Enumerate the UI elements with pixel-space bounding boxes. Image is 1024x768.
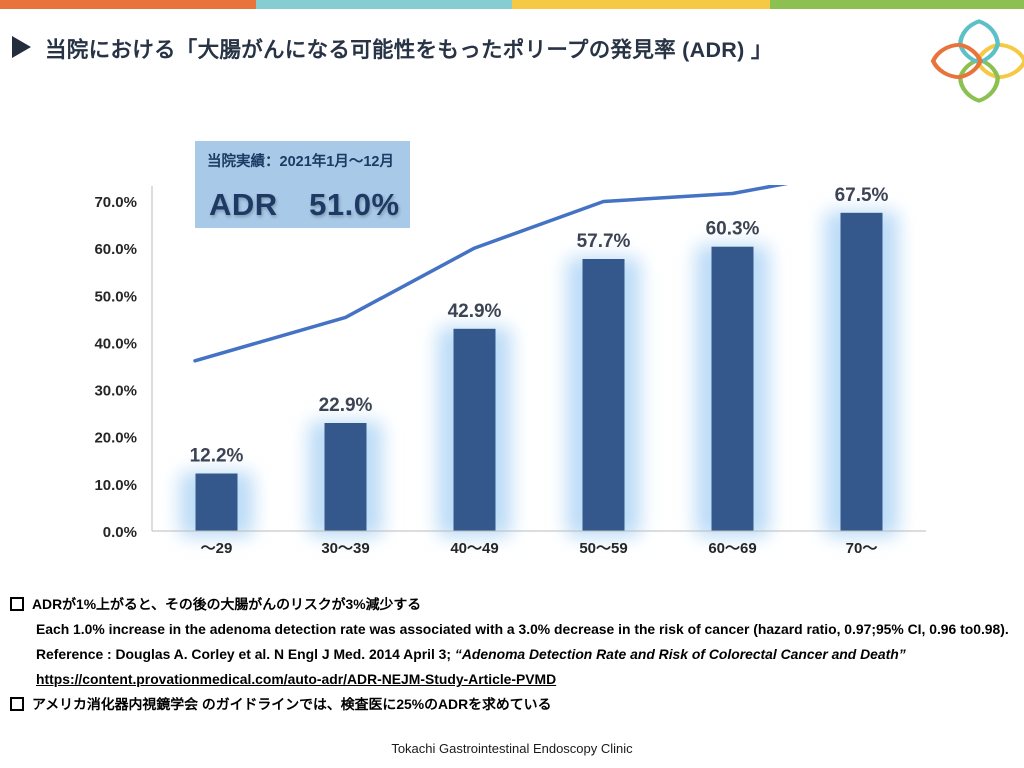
svg-text:67.5%: 67.5% bbox=[835, 185, 889, 206]
svg-text:42.9%: 42.9% bbox=[448, 301, 502, 322]
svg-text:0.0%: 0.0% bbox=[103, 524, 137, 541]
svg-text:12.2%: 12.2% bbox=[190, 446, 244, 467]
svg-text:30〜39: 30〜39 bbox=[321, 540, 369, 557]
svg-text:〜29: 〜29 bbox=[201, 540, 233, 557]
svg-text:40.0%: 40.0% bbox=[94, 335, 137, 352]
svg-text:10.0%: 10.0% bbox=[94, 477, 137, 494]
svg-text:30.0%: 30.0% bbox=[94, 383, 137, 400]
svg-text:20.0%: 20.0% bbox=[94, 430, 137, 447]
svg-text:22.9%: 22.9% bbox=[319, 395, 373, 416]
svg-text:60.3%: 60.3% bbox=[706, 219, 760, 240]
svg-text:40〜49: 40〜49 bbox=[450, 540, 498, 557]
svg-text:60.0%: 60.0% bbox=[94, 241, 137, 258]
svg-text:70〜: 70〜 bbox=[846, 540, 878, 557]
svg-text:50.0%: 50.0% bbox=[94, 288, 137, 305]
svg-text:57.7%: 57.7% bbox=[577, 231, 631, 252]
svg-text:60〜69: 60〜69 bbox=[708, 540, 756, 557]
svg-text:70.0%: 70.0% bbox=[94, 194, 137, 211]
svg-text:50〜59: 50〜59 bbox=[579, 540, 627, 557]
